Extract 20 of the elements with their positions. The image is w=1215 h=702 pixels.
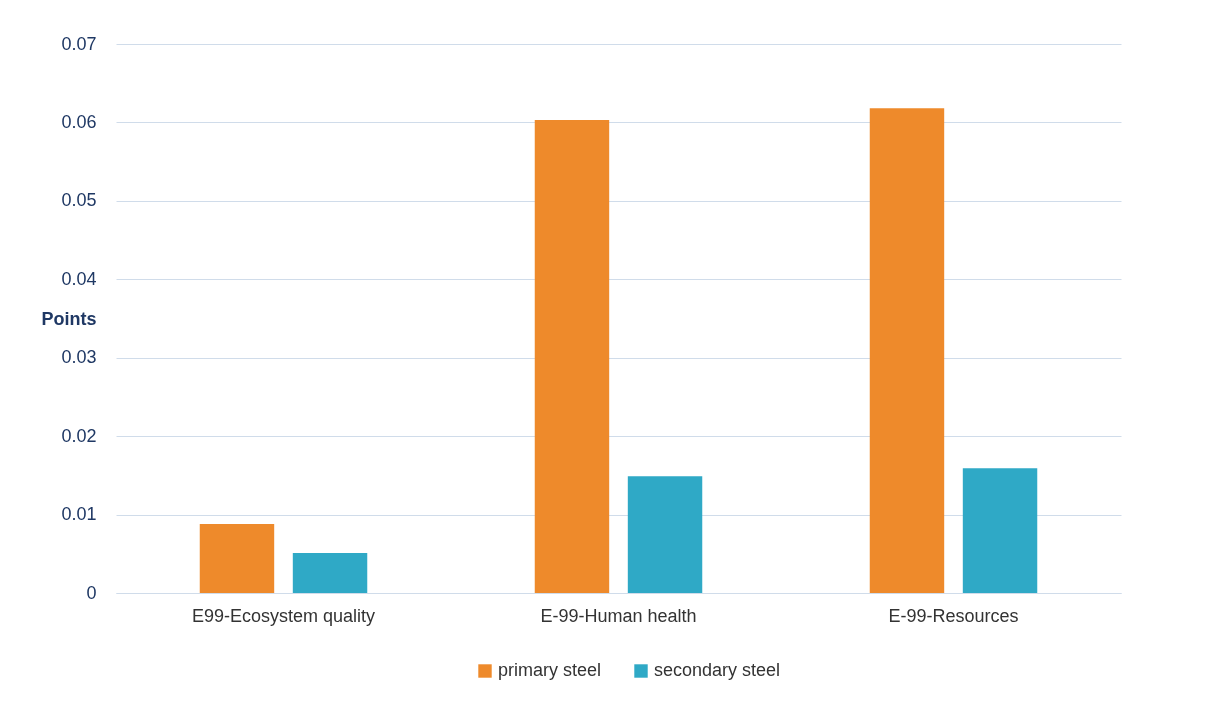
legend-label: primary steel: [498, 660, 602, 680]
y-tick-label: 0.04: [61, 268, 97, 289]
y-tick-label: 0.03: [61, 347, 97, 368]
bar: [962, 468, 1038, 593]
bar: [292, 553, 368, 593]
x-tick-label: E-99-Human health: [540, 605, 697, 626]
y-tick-label: 0.05: [61, 190, 97, 211]
bar: [534, 120, 610, 593]
x-tick-label: E99-Ecosystem quality: [191, 605, 376, 626]
y-axis-title: Points: [41, 308, 97, 329]
y-tick-label: 0.06: [61, 111, 97, 132]
y-tick-label: 0.01: [61, 504, 97, 525]
legend-label: secondary steel: [654, 660, 781, 680]
x-tick-label: E-99-Resources: [888, 605, 1019, 626]
bar: [627, 476, 703, 593]
bar: [199, 523, 275, 593]
y-tick-label: 0.07: [61, 33, 97, 54]
y-tick-label: 0.02: [61, 425, 97, 446]
bar: [869, 108, 945, 593]
y-tick-label: 0: [86, 582, 97, 603]
